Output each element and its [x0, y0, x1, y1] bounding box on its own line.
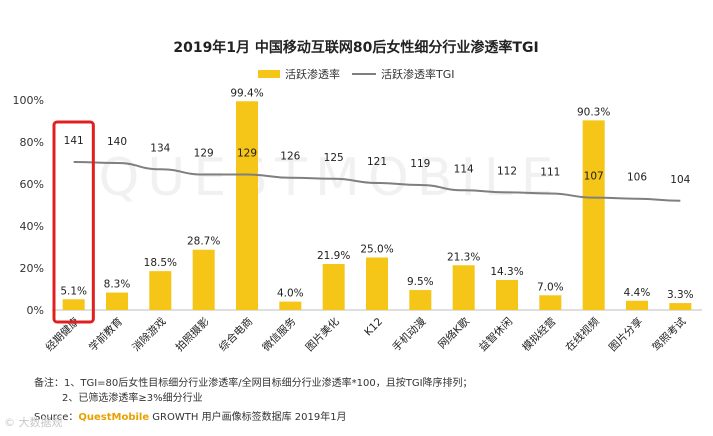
tgi-value-label: 106 — [627, 172, 647, 184]
tgi-value-label: 114 — [454, 163, 474, 175]
x-tick-label: 益智休闲 — [476, 315, 515, 354]
highlight-box — [52, 120, 95, 324]
bar — [366, 257, 388, 310]
x-tick-label: 经期健康 — [43, 315, 82, 354]
bar-value-label: 90.3% — [577, 106, 610, 118]
tgi-value-label: 119 — [410, 158, 430, 170]
bar-value-label: 7.0% — [537, 281, 564, 293]
tgi-line — [73, 160, 681, 202]
tgi-value-label: 107 — [584, 171, 604, 183]
x-tick-label: 驾照考试 — [650, 315, 689, 354]
y-tick-label: 80% — [20, 136, 44, 149]
source-brand: QuestMobile — [78, 412, 150, 423]
x-tick-label: 网络K歌 — [435, 315, 472, 352]
source-suffix: GROWTH 用户画像标签数据库 2019年1月 — [149, 412, 347, 423]
x-tick-label: 综合电商 — [216, 315, 255, 354]
tgi-value-label: 129 — [237, 148, 257, 160]
bar — [106, 292, 128, 310]
x-tick-label: K12 — [362, 316, 385, 339]
y-tick-label: 40% — [20, 220, 44, 233]
legend-label-bar: 活跃渗透率 — [285, 67, 340, 81]
x-tick-label: 微信服务 — [260, 315, 299, 354]
tgi-value-label: 141 — [64, 135, 84, 147]
bar — [496, 279, 518, 310]
note-line-1: 备注：1、TGI=80后女性目标细分行业渗透率/全网目标细分行业渗透率*100，… — [34, 378, 473, 389]
tgi-value-label: 140 — [107, 136, 127, 148]
tgi-value-label: 112 — [497, 165, 517, 177]
bar — [192, 249, 215, 310]
bar — [62, 299, 85, 310]
x-tick-label: 图片分享 — [606, 315, 645, 354]
bar-series: 5.1% 8.3% 18.5% 28.7% 99.4% 4.0% 21.9% 25.0% 9.5… — [60, 87, 694, 311]
source-line: Source：QuestMobile GROWTH 用户画像标签数据库 2019… — [34, 408, 347, 423]
x-tick-label: 在线视频 — [563, 315, 602, 354]
bar-value-label: 28.7% — [187, 236, 220, 248]
tgi-value-label: 126 — [280, 151, 300, 163]
x-tick-label: 图片美化 — [303, 315, 342, 354]
legend-label-line: 活跃渗透率TGI — [381, 67, 455, 81]
tgi-value-label: 121 — [367, 156, 387, 168]
bar-value-label: 9.5% — [407, 276, 434, 288]
legend-swatch-bar — [258, 70, 280, 78]
bar-value-label: 8.3% — [104, 279, 131, 291]
tgi-value-label: 125 — [324, 152, 344, 164]
y-tick-label: 0% — [27, 304, 44, 317]
y-tick-label: 100% — [13, 94, 44, 107]
x-tick-label: 拍照摄影 — [173, 315, 212, 354]
bar-value-label: 4.4% — [624, 287, 651, 299]
x-tick-label: 消除游戏 — [130, 315, 169, 354]
chart-title: 2019年1月 中国移动互联网80后女性细分行业渗透率TGI — [173, 39, 538, 56]
bar-value-label: 18.5% — [144, 257, 177, 269]
corner-watermark: © 大数据观 — [4, 416, 63, 429]
bar-value-label: 21.3% — [447, 251, 480, 263]
tgi-series: 141 140 134 129 129 126 125 121 119 114 112 111 107 1… — [64, 135, 691, 202]
bar — [409, 290, 432, 310]
tgi-value-label: 104 — [670, 174, 690, 186]
bar — [322, 264, 345, 310]
x-tick-label: 手机动漫 — [390, 315, 429, 354]
bar — [452, 265, 475, 310]
y-tick-label: 60% — [20, 178, 44, 191]
y-tick-label: 20% — [20, 262, 44, 275]
source-prefix: Source： — [34, 412, 79, 423]
bar-value-label: 14.3% — [490, 266, 523, 278]
bar-value-label: 99.4% — [230, 87, 263, 99]
bar-value-label: 4.0% — [277, 288, 304, 300]
bar — [539, 295, 562, 310]
tgi-value-label: 134 — [150, 142, 170, 154]
bar — [236, 101, 258, 310]
bar — [669, 303, 692, 310]
bar-value-label: 21.9% — [317, 250, 350, 262]
bar — [149, 271, 172, 310]
tgi-value-label: 129 — [194, 148, 214, 160]
bar-value-label: 25.0% — [360, 244, 393, 256]
bar — [582, 120, 605, 311]
x-tick-label: 模拟经营 — [520, 315, 559, 354]
legend: 活跃渗透率 活跃渗透率TGI — [258, 67, 455, 81]
note-line-2: 2、已筛选渗透率≥3%细分行业 — [62, 393, 203, 404]
tgi-value-label: 111 — [540, 166, 560, 178]
bar-value-label: 5.1% — [60, 285, 87, 297]
x-axis: 经期健康 学前教育 消除游戏 拍照摄影 综合电商 微信服务 图片美化 K12 手机动漫 网络K歌益… — [43, 315, 689, 354]
bar — [279, 301, 302, 310]
bar — [626, 300, 648, 310]
bar-value-label: 3.3% — [667, 289, 694, 301]
